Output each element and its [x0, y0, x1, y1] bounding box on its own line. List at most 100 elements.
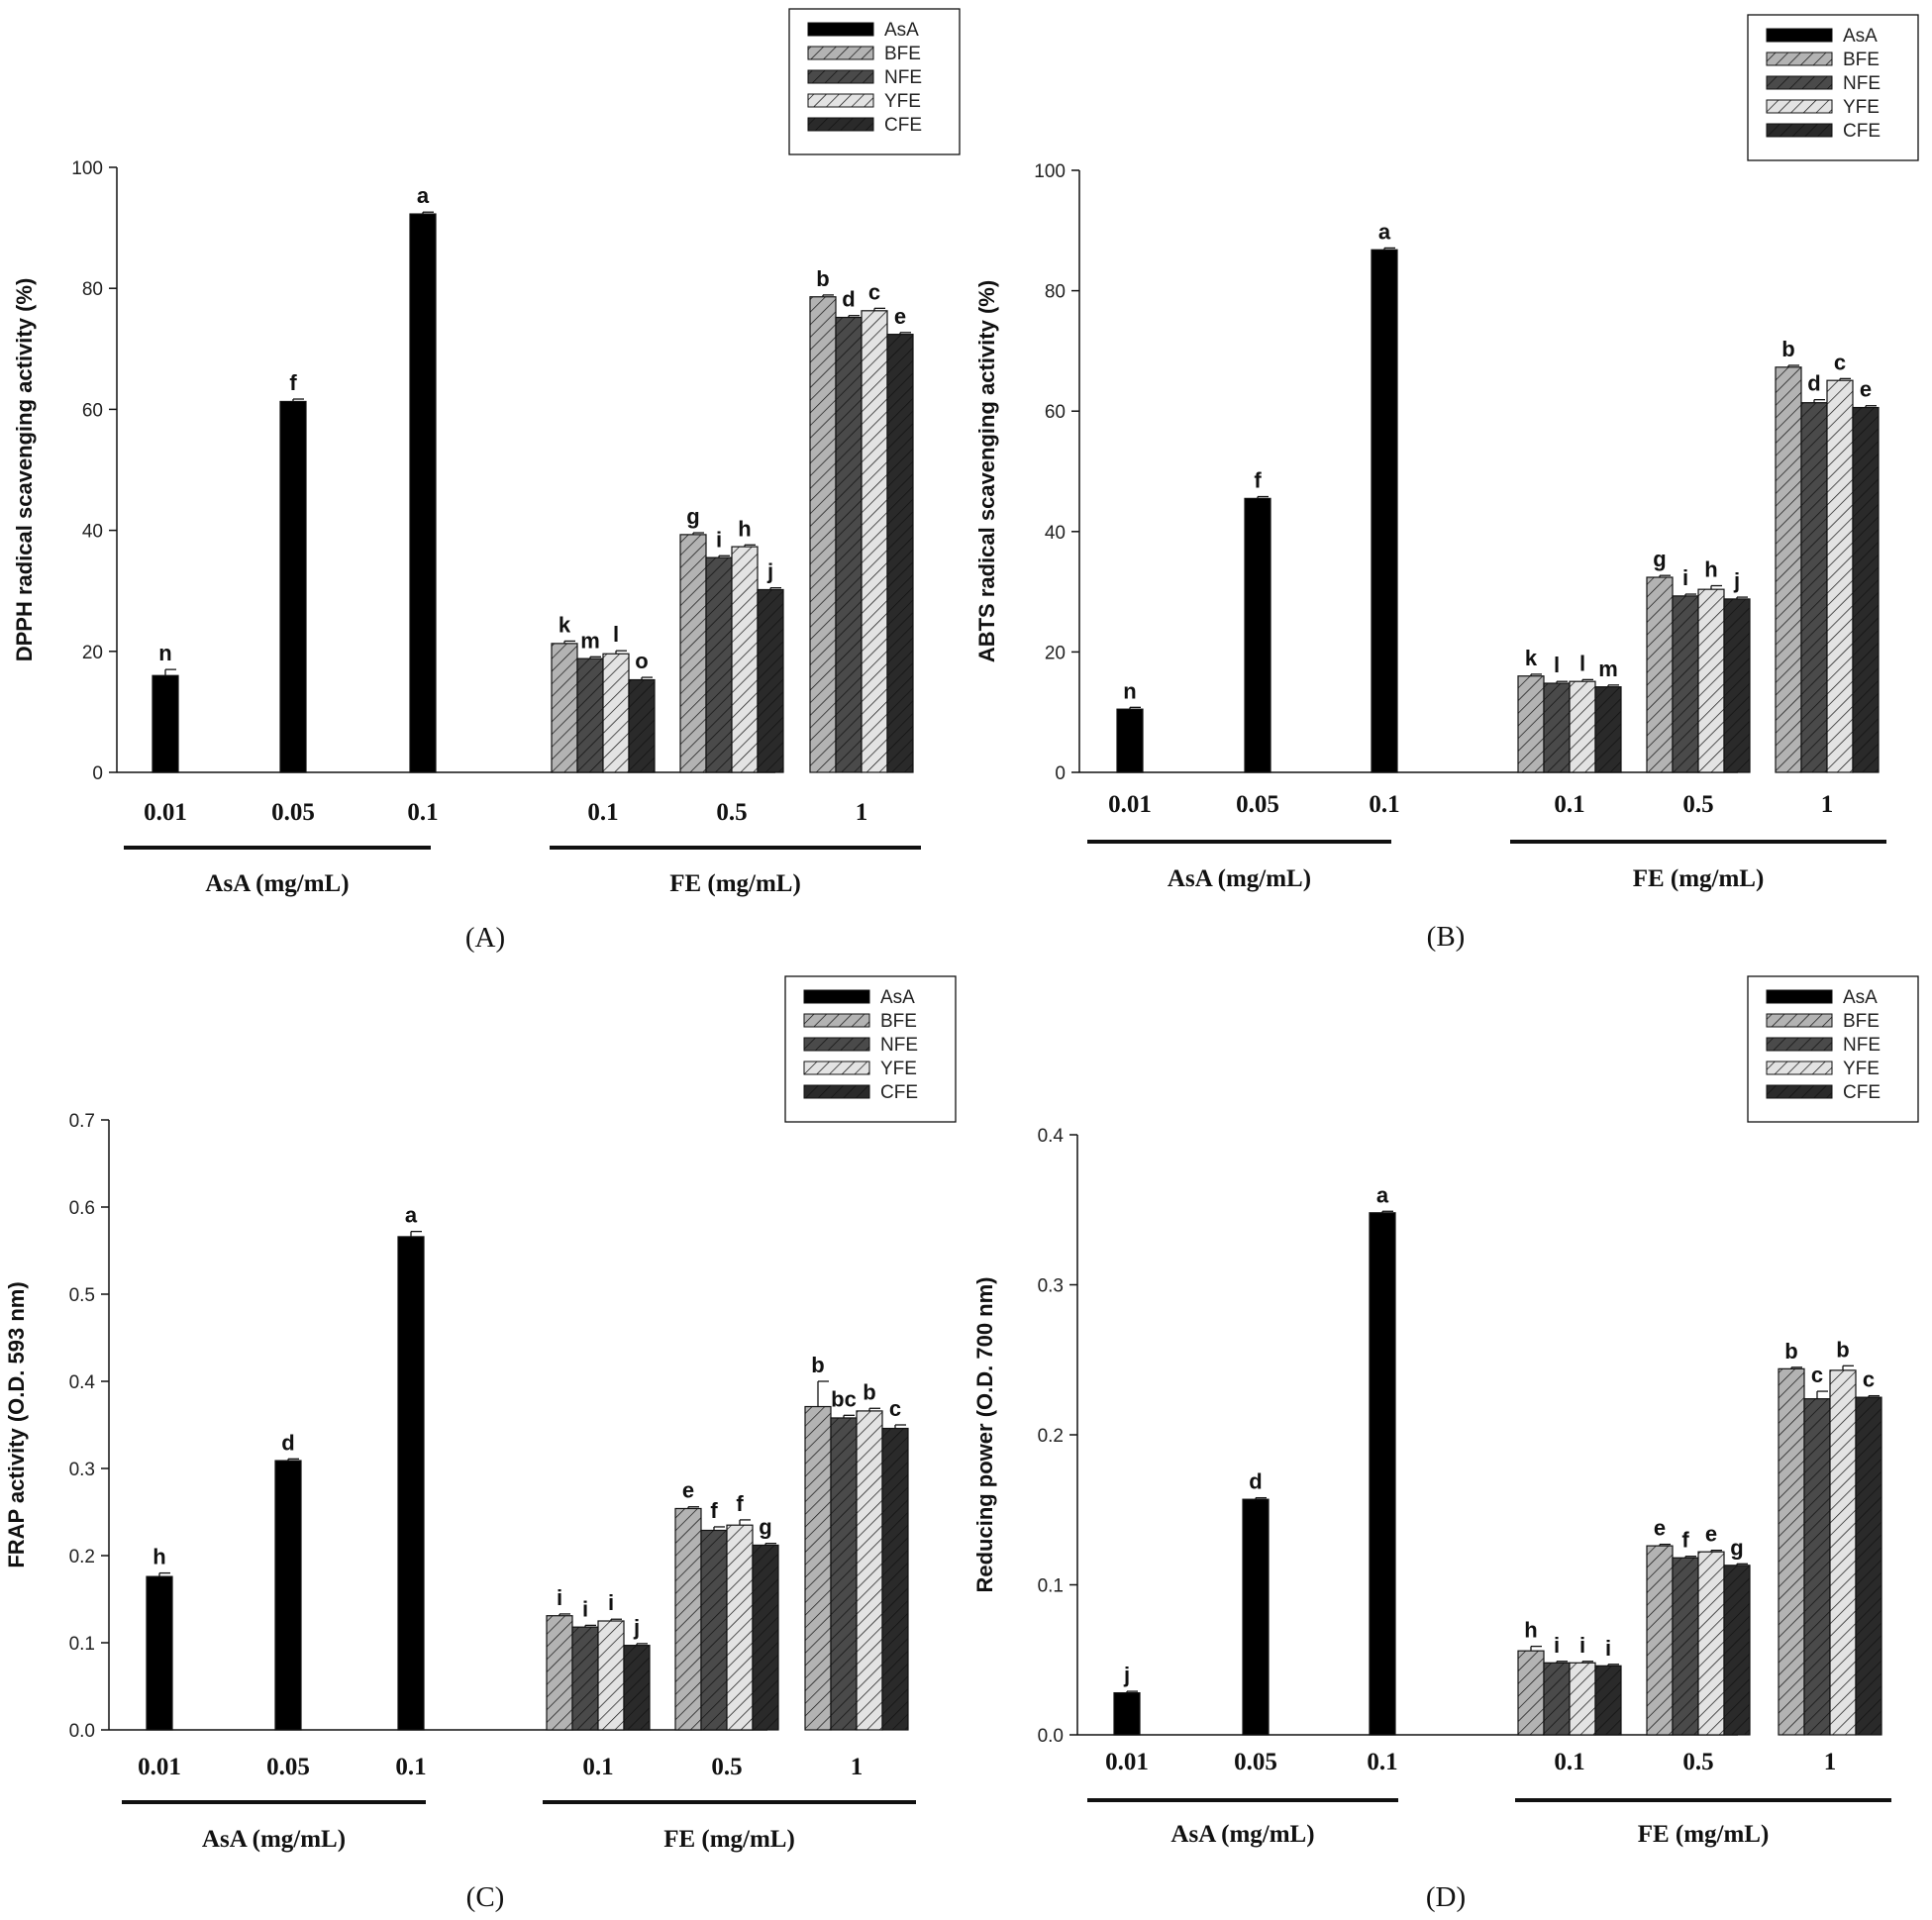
y-tick-label: 0.4	[69, 1372, 96, 1393]
significance-letter: l	[1554, 653, 1560, 677]
x-category-label: 0.5	[1682, 1749, 1713, 1775]
x-category-label: 0.1	[1369, 791, 1399, 818]
legend-label: YFE	[880, 1059, 917, 1079]
significance-letter: bc	[831, 1386, 857, 1411]
significance-letter: f	[289, 370, 297, 395]
x-category-label: 0.05	[271, 799, 315, 826]
bar-yfe	[1569, 1662, 1596, 1736]
y-axis-label: FRAP activity (O.D. 593 nm)	[4, 1281, 29, 1567]
legend-swatch-yfe	[1766, 1061, 1833, 1075]
bar-nfe	[700, 1529, 728, 1731]
legend-swatch-asa	[803, 989, 870, 1004]
legend-swatch-asa	[1766, 28, 1833, 43]
legend-swatch-nfe	[803, 1037, 870, 1052]
bar-asa	[279, 400, 307, 773]
y-tick-label: 0.2	[1038, 1426, 1064, 1447]
significance-letter: i	[1579, 1633, 1585, 1658]
legend-swatch-asa	[807, 22, 874, 37]
bar-cfe	[881, 1427, 909, 1731]
legend-swatch-yfe	[1766, 99, 1833, 114]
y-tick-label: 0	[1055, 763, 1066, 784]
bar-asa	[1371, 249, 1398, 773]
legend-label: CFE	[880, 1082, 918, 1103]
significance-letter: a	[1376, 1182, 1389, 1207]
y-tick-label: 40	[1045, 523, 1066, 544]
significance-letter: e	[894, 304, 906, 329]
x-category-label: 0.05	[1236, 791, 1279, 818]
legend-label: BFE	[880, 1011, 917, 1032]
bar-nfe	[1672, 1557, 1699, 1736]
legend-swatch-cfe	[807, 117, 874, 132]
legend-label: AsA	[880, 987, 915, 1008]
legend-label: BFE	[884, 44, 921, 64]
legend-label: AsA	[884, 20, 919, 41]
legend-label: NFE	[880, 1035, 918, 1056]
bar-asa	[146, 1575, 173, 1731]
y-tick-label: 0.3	[69, 1460, 95, 1480]
y-tick-label: 80	[82, 279, 103, 300]
legend-label: YFE	[1843, 1059, 1880, 1079]
legend-swatch-bfe	[803, 1013, 870, 1028]
bar-asa	[152, 674, 179, 773]
significance-letter: a	[417, 183, 430, 208]
significance-letter: f	[1254, 468, 1262, 493]
significance-letter: g	[759, 1515, 771, 1540]
legend-swatch-bfe	[1766, 51, 1833, 66]
bar-cfe	[1723, 1565, 1751, 1736]
significance-letter: c	[1834, 350, 1846, 374]
x-category-label: 0.1	[1554, 791, 1584, 818]
chart-panel-3: 0.0 0.1 0.2 0.3 0.4 0.5 0.6 0.7 FRAP activity (O…	[4, 975, 957, 1913]
chart-panel-2: 0 20 40 60 80 100 ABTS radical scavenging acti…	[974, 14, 1919, 953]
legend-label: NFE	[884, 67, 922, 88]
y-tick-label: 0	[92, 763, 103, 784]
x-category-label: 0.05	[1234, 1749, 1277, 1775]
bar-bfe	[674, 1507, 702, 1731]
bar-bfe	[1646, 1545, 1674, 1736]
x-category-label: 0.5	[1682, 791, 1713, 818]
bar-yfe	[1697, 1551, 1725, 1736]
group-label: FE (mg/mL)	[663, 1826, 795, 1853]
significance-letter: c	[1863, 1367, 1875, 1392]
legend-label: NFE	[1843, 73, 1881, 94]
x-category-label: 0.1	[407, 799, 438, 826]
bar-asa	[1369, 1212, 1396, 1736]
y-tick-label: 40	[82, 522, 103, 543]
y-axis-label: ABTS radical scavenging activity (%)	[974, 280, 999, 662]
significance-letter: j	[766, 559, 773, 584]
bar-bfe	[1517, 675, 1545, 773]
bar-nfe	[835, 316, 863, 773]
significance-letter: b	[1836, 1337, 1849, 1362]
bar-asa	[1116, 708, 1144, 773]
y-tick-label: 0.7	[69, 1111, 95, 1132]
y-tick-label: 0.1	[69, 1634, 95, 1655]
significance-letter: d	[1249, 1469, 1262, 1494]
significance-letter: d	[1807, 371, 1820, 396]
significance-letter: b	[811, 1353, 824, 1377]
x-category-label: 1	[851, 1754, 864, 1780]
x-category-label: 0.01	[1108, 791, 1152, 818]
significance-letter: i	[716, 527, 722, 552]
legend-swatch-bfe	[1766, 1013, 1833, 1028]
bar-nfe	[830, 1417, 858, 1731]
bar-cfe	[1852, 406, 1880, 773]
significance-letter: h	[738, 516, 751, 541]
significance-letter: g	[1653, 547, 1666, 571]
bar-cfe	[1855, 1396, 1882, 1736]
significance-letter: b	[863, 1379, 875, 1404]
y-tick-label: 100	[1034, 161, 1066, 182]
group-label: FE (mg/mL)	[1633, 865, 1765, 892]
bar-cfe	[752, 1544, 779, 1731]
x-category-label: 0.05	[266, 1754, 310, 1780]
significance-letter: f	[710, 1498, 718, 1523]
bar-nfe	[705, 556, 733, 773]
group-label: AsA (mg/mL)	[1170, 1821, 1314, 1848]
bar-bfe	[809, 296, 837, 773]
significance-letter: i	[1605, 1636, 1611, 1661]
group-label: AsA (mg/mL)	[1168, 865, 1311, 892]
bar-yfe	[1569, 680, 1596, 773]
bar-nfe	[1800, 402, 1828, 773]
bar-nfe	[1543, 682, 1571, 773]
chart-panel-4: 0.0 0.1 0.2 0.3 0.4 Reducing power (O.D. 700 …	[972, 975, 1919, 1913]
y-tick-label: 0.5	[69, 1285, 95, 1306]
